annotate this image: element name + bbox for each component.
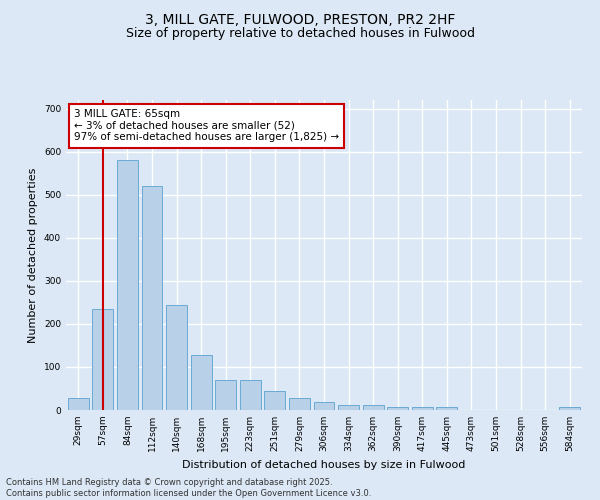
Y-axis label: Number of detached properties: Number of detached properties xyxy=(28,168,38,342)
X-axis label: Distribution of detached houses by size in Fulwood: Distribution of detached houses by size … xyxy=(182,460,466,469)
Bar xyxy=(68,398,89,410)
Bar xyxy=(92,309,113,410)
Bar xyxy=(191,356,212,410)
Bar xyxy=(338,405,359,410)
Bar xyxy=(215,380,236,410)
Bar xyxy=(142,186,163,410)
Bar xyxy=(387,408,408,410)
Text: Size of property relative to detached houses in Fulwood: Size of property relative to detached ho… xyxy=(125,28,475,40)
Bar xyxy=(314,402,334,410)
Bar xyxy=(412,406,433,410)
Bar xyxy=(265,391,286,410)
Bar xyxy=(240,380,261,410)
Bar xyxy=(436,406,457,410)
Bar xyxy=(289,398,310,410)
Bar xyxy=(362,405,383,410)
Text: 3 MILL GATE: 65sqm
← 3% of detached houses are smaller (52)
97% of semi-detached: 3 MILL GATE: 65sqm ← 3% of detached hous… xyxy=(74,110,339,142)
Bar xyxy=(166,306,187,410)
Bar xyxy=(559,408,580,410)
Text: Contains HM Land Registry data © Crown copyright and database right 2025.
Contai: Contains HM Land Registry data © Crown c… xyxy=(6,478,371,498)
Bar xyxy=(117,160,138,410)
Text: 3, MILL GATE, FULWOOD, PRESTON, PR2 2HF: 3, MILL GATE, FULWOOD, PRESTON, PR2 2HF xyxy=(145,12,455,26)
